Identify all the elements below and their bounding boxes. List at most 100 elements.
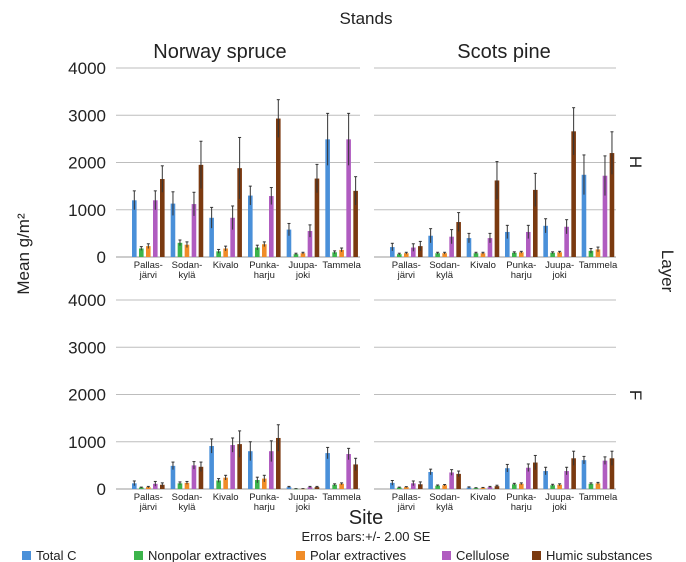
bar [177,483,183,489]
bar [139,248,144,257]
bar [526,467,531,489]
bar [557,252,562,257]
y-tick-label: 3000 [68,338,106,357]
legend-label-cellulose: Cellulose [456,548,509,562]
site-label: järvi [397,502,415,513]
legend: Total C Nonpolar extractives Polar extra… [22,548,653,562]
bar [543,225,548,257]
bar [411,247,416,257]
site-label: Juupa- [288,492,317,503]
bar [177,242,183,257]
bar [435,253,440,257]
bar [255,480,260,489]
bar [456,222,461,257]
bar [397,254,402,257]
site-label: Sodan- [429,260,460,271]
bar [276,437,281,489]
bar [314,487,320,489]
bar [550,485,555,489]
row-label-f: F [626,390,645,400]
bar [255,247,260,257]
legend-swatch-nonpolar-extractives [134,551,143,560]
bar [519,252,524,257]
bar [160,179,165,257]
y-tick-label: 3000 [68,106,106,125]
bar [353,190,358,257]
row-label-h: H [626,156,645,168]
bar [581,174,587,257]
bar [332,252,337,257]
bar [602,460,608,489]
legend-swatch-polar-extractives [296,551,305,560]
bar [223,248,228,257]
bar [473,488,479,489]
bar [526,231,531,257]
bar [325,139,330,257]
right-axis-title: Layer [658,250,677,293]
bar [248,451,253,489]
site-label: Tammela [579,260,618,271]
bar [262,478,267,489]
bar [216,251,221,257]
bar [153,200,158,257]
bar [595,483,601,489]
bar [571,131,576,257]
bar [494,180,500,257]
bar [209,217,214,257]
bar [466,238,472,257]
bar [286,229,292,257]
site-label: Punka- [249,260,279,271]
panel-H-scots-pine: Pallas-järvi Sodan-kylä Kivalo Punka-harju J… [374,67,618,281]
y-tick-label: 0 [97,248,106,267]
site-label: Tammela [322,492,361,503]
bar [153,483,158,489]
bar [276,118,281,258]
site-label: joki [295,502,310,513]
bar [550,252,555,257]
site-label: Kivalo [470,260,496,271]
bar [609,458,615,489]
bar [404,253,409,257]
bar [480,487,486,489]
bar [286,487,292,489]
site-label: kylä [436,270,454,281]
site-label: Punka- [506,492,536,503]
bar [609,153,615,257]
y-tick-label: 2000 [68,154,106,173]
site-label: Pallas- [134,260,163,271]
y-tick-label: 0 [97,480,106,499]
site-label: järvi [139,270,157,281]
chart-panels: Pallas-järvi Sodan-kylä Kivalo Punka-harju J… [116,67,618,513]
site-label: Juupa- [545,260,574,271]
bar [494,486,500,489]
legend-swatch-cellulose [442,551,451,560]
bar [449,236,454,257]
site-label: Pallas- [134,492,163,503]
bar [198,164,204,257]
bar [184,482,190,489]
site-label: Pallas- [392,492,421,503]
bar [473,253,479,257]
bar [595,249,601,257]
bar [435,485,440,489]
site-label: Tammela [579,492,618,503]
legend-swatch-total-c [22,551,31,560]
bar [139,487,144,489]
bar [339,483,344,489]
site-label: joki [552,270,567,281]
legend-label-humic-substances: Humic substances [546,548,653,562]
legend-label-polar-extractives: Polar extractives [310,548,407,562]
bar [418,246,423,257]
bar [198,466,204,489]
y-tick-label: 2000 [68,386,106,405]
bar [269,451,274,489]
site-label: Sodan- [429,492,460,503]
bar [588,250,594,257]
bar [170,203,176,257]
panel-F-norway-spruce: Pallas-järvi Sodan-kylä Kivalo Punka-harju J… [116,299,362,513]
site-label: Pallas- [392,260,421,271]
bar [160,484,165,489]
bar [519,483,524,489]
bar [293,254,299,257]
